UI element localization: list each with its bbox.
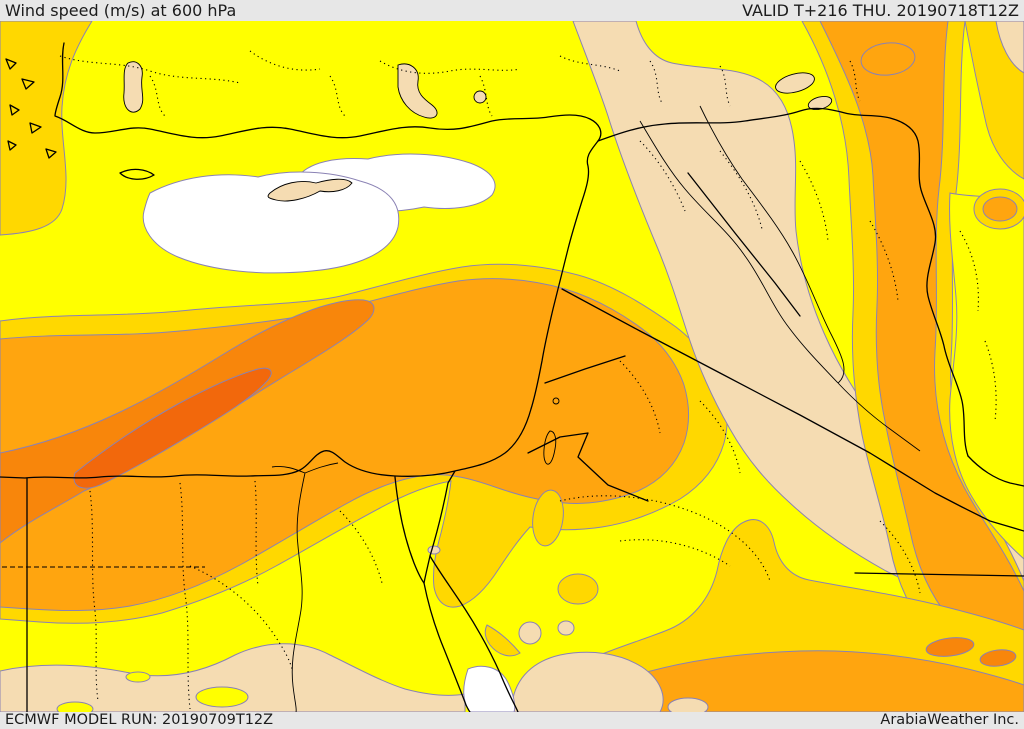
dead-sea bbox=[543, 430, 557, 465]
gold-corner-northeast bbox=[965, 21, 1024, 179]
footer-bar: ECMWF MODEL RUN: 20190709T12Z ArabiaWeat… bbox=[0, 712, 1024, 729]
border-turkey-syria-iraq bbox=[597, 107, 969, 457]
map-area bbox=[0, 21, 1024, 712]
coastline-red-sea-east bbox=[429, 555, 519, 712]
border-egypt-israel bbox=[447, 470, 456, 484]
wheat-blob-tabuk-2 bbox=[558, 621, 574, 635]
wheat-corner-northeast bbox=[996, 21, 1024, 73]
border-syria-iraq bbox=[687, 172, 801, 317]
border-jordan-saudi bbox=[527, 432, 649, 502]
gold-blob-nw-saudi bbox=[558, 574, 598, 604]
map-title: Wind speed (m/s) at 600 hPa bbox=[5, 0, 237, 20]
aegean-islands bbox=[5, 58, 57, 159]
weather-map-canvas bbox=[0, 21, 1024, 712]
coastline-gulf-of-suez bbox=[394, 476, 425, 584]
gold-wedge-red-sea-coast bbox=[485, 625, 520, 656]
wheat-blob-southeast bbox=[668, 698, 708, 712]
yellow-hole-egypt-2 bbox=[196, 687, 248, 707]
lake-small-1 bbox=[473, 90, 487, 104]
river-nile bbox=[271, 462, 339, 712]
gold-blob-jordan bbox=[529, 488, 567, 548]
credit-label: ArabiaWeather Inc. bbox=[880, 712, 1019, 728]
lake-van bbox=[775, 72, 815, 94]
red-orange-jet-core bbox=[74, 368, 271, 488]
dark-orange-blob-saudi-2 bbox=[979, 648, 1017, 668]
dotted-admin-borders bbox=[59, 50, 997, 710]
model-run-label: ECMWF MODEL RUN: 20190709T12Z bbox=[5, 712, 274, 728]
coastline-mediterranean bbox=[0, 42, 602, 479]
coastline-persian-gulf bbox=[967, 455, 1024, 487]
cyprus-island bbox=[267, 178, 353, 202]
river-tigris bbox=[699, 105, 921, 452]
orange-patch-east-edge bbox=[983, 197, 1017, 221]
river-euphrates bbox=[639, 120, 839, 384]
wheat-blob-sinai bbox=[428, 546, 440, 554]
coastlines-and-borders bbox=[0, 42, 1024, 712]
border-syria-jordan bbox=[544, 355, 626, 384]
lake-salt-central bbox=[397, 63, 438, 119]
yellow-hole-egypt-3 bbox=[57, 702, 93, 712]
valid-time-label: VALID T+216 THU. 20190718T12Z bbox=[742, 0, 1019, 20]
border-iraq-saudi bbox=[561, 288, 1024, 532]
wind-speed-filled-contours bbox=[0, 21, 1024, 712]
yellow-hole-egypt-1 bbox=[126, 672, 150, 682]
header-bar: Wind speed (m/s) at 600 hPa VALID T+216 … bbox=[0, 0, 1024, 21]
gold-band-aegean bbox=[0, 21, 92, 235]
orange-patch-northeast-top bbox=[859, 40, 916, 77]
calm-area-cyprus-south bbox=[143, 172, 399, 273]
lake-kinneret bbox=[552, 397, 560, 405]
dark-orange-blob-saudi-1 bbox=[925, 635, 975, 659]
wheat-blob-tabuk-1 bbox=[519, 622, 541, 644]
border-saudi-south bbox=[854, 572, 1024, 577]
crete-island bbox=[119, 168, 155, 180]
wheat-area-red-sea-east bbox=[512, 652, 663, 712]
coastline-red-sea-west bbox=[423, 582, 471, 712]
wheat-area-egypt bbox=[0, 644, 465, 712]
lake-tuz bbox=[123, 61, 144, 113]
